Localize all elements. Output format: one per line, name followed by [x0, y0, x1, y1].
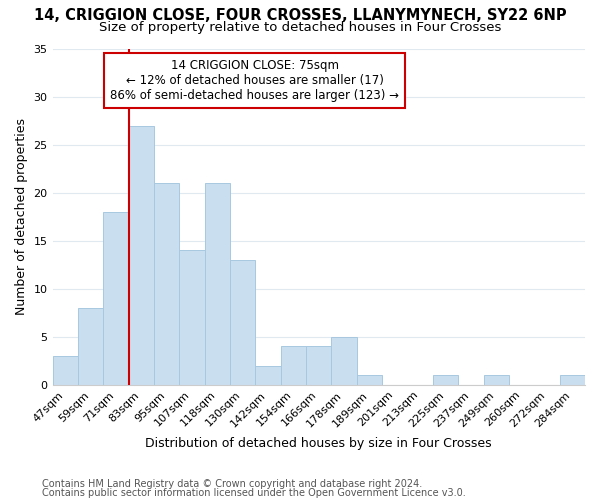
- Bar: [256, 366, 281, 385]
- Text: Size of property relative to detached houses in Four Crosses: Size of property relative to detached ho…: [99, 21, 501, 34]
- Text: 14 CRIGGION CLOSE: 75sqm
← 12% of detached houses are smaller (17)
86% of semi-d: 14 CRIGGION CLOSE: 75sqm ← 12% of detach…: [110, 59, 400, 102]
- Bar: [179, 250, 205, 385]
- Text: Contains HM Land Registry data © Crown copyright and database right 2024.: Contains HM Land Registry data © Crown c…: [42, 479, 422, 489]
- Bar: [331, 337, 357, 385]
- Bar: [128, 126, 154, 385]
- Bar: [281, 346, 306, 385]
- Text: 14, CRIGGION CLOSE, FOUR CROSSES, LLANYMYNECH, SY22 6NP: 14, CRIGGION CLOSE, FOUR CROSSES, LLANYM…: [34, 8, 566, 22]
- Bar: [484, 375, 509, 385]
- Bar: [230, 260, 256, 385]
- Y-axis label: Number of detached properties: Number of detached properties: [15, 118, 28, 316]
- Bar: [433, 375, 458, 385]
- Text: Contains public sector information licensed under the Open Government Licence v3: Contains public sector information licen…: [42, 488, 466, 498]
- Bar: [103, 212, 128, 385]
- Bar: [560, 375, 585, 385]
- Bar: [53, 356, 78, 385]
- Bar: [357, 375, 382, 385]
- Bar: [306, 346, 331, 385]
- Bar: [154, 184, 179, 385]
- Bar: [205, 184, 230, 385]
- X-axis label: Distribution of detached houses by size in Four Crosses: Distribution of detached houses by size …: [145, 437, 492, 450]
- Bar: [78, 308, 103, 385]
